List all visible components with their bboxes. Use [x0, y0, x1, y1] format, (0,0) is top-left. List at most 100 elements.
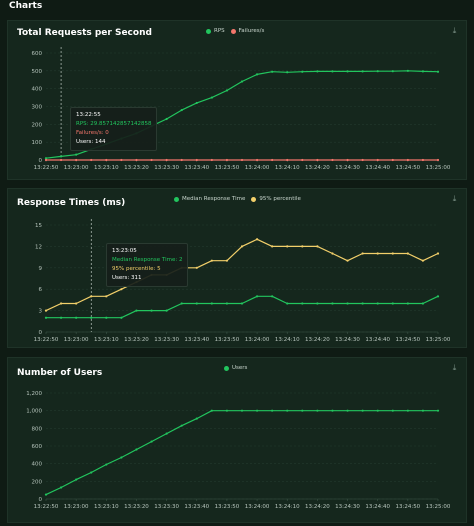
legend-dot-p95 — [251, 196, 257, 202]
y-tick-label: 200 — [32, 479, 43, 485]
legend-dot-failures — [230, 28, 236, 34]
data-point — [271, 158, 274, 162]
data-point — [346, 158, 349, 162]
x-tick-label: 13:23:20 — [124, 165, 149, 171]
data-point — [301, 409, 304, 412]
legend-item-median[interactable]: Median Response Time — [174, 196, 245, 202]
legend-item-rps[interactable]: RPS — [206, 28, 225, 34]
data-point — [331, 70, 334, 73]
legend-item-p95[interactable]: 95% percentile — [251, 196, 301, 202]
y-tick-label: 1,200 — [26, 391, 42, 397]
data-point — [421, 158, 425, 162]
legend-label: RPS — [214, 28, 225, 34]
data-point — [44, 157, 48, 160]
response-times-line-chart[interactable]: 0 3 6 9 12 15 13:22:50 13:23:00 13:23:10 13:23:20… — [8, 189, 468, 349]
data-point — [436, 70, 440, 73]
y-tick-label: 400 — [32, 87, 43, 93]
data-point — [286, 409, 289, 412]
data-point — [331, 409, 334, 412]
data-point — [120, 158, 123, 162]
download-icon[interactable]: ⤓ — [452, 194, 457, 203]
data-point — [391, 409, 394, 412]
data-point — [90, 471, 93, 474]
y-tick-label: 600 — [32, 444, 43, 450]
y-tick-label: 1,000 — [26, 409, 42, 415]
tooltip-failures: Failures/s: 0 — [76, 130, 109, 136]
data-point — [346, 70, 349, 73]
y-tick-label: 300 — [32, 105, 43, 111]
x-tick-label: 13:23:00 — [64, 165, 89, 171]
y-tick-label: 400 — [32, 462, 43, 468]
data-point — [225, 302, 229, 305]
y-tick-label: 200 — [32, 122, 43, 128]
x-tick-label: 13:24:20 — [305, 165, 330, 171]
y-tick-label: 800 — [32, 426, 43, 432]
data-point — [301, 70, 304, 73]
data-point — [346, 259, 349, 262]
data-point — [376, 409, 379, 412]
data-point — [255, 295, 259, 298]
data-point — [44, 316, 48, 319]
x-tick-label: 13:25:00 — [426, 504, 451, 510]
y-tick-label: 9 — [39, 266, 43, 272]
data-point — [195, 158, 198, 162]
data-point — [180, 108, 183, 112]
data-point — [271, 245, 274, 248]
x-tick-label: 13:23:50 — [215, 165, 240, 171]
legend-dot-median — [174, 196, 179, 202]
x-tick-label: 13:23:20 — [124, 337, 149, 343]
x-tick-label: 13:24:30 — [335, 165, 360, 171]
x-tick-label: 13:23:40 — [184, 165, 209, 171]
data-point — [120, 456, 123, 459]
data-point — [180, 158, 183, 162]
x-tick-label: 13:23:10 — [94, 337, 119, 343]
x-tick-label: 13:24:00 — [245, 165, 270, 171]
data-point — [436, 409, 440, 412]
data-point — [391, 302, 394, 305]
data-point — [255, 409, 259, 412]
download-icon[interactable]: ⤓ — [452, 363, 457, 372]
charts-header: Charts — [0, 0, 474, 16]
data-point — [195, 417, 198, 420]
data-point — [210, 158, 213, 162]
data-point — [180, 424, 183, 427]
response-times-chart-panel: Response Times (ms) ⤓ Median Response Ti… — [7, 188, 467, 348]
y-tick-label: 100 — [32, 140, 43, 146]
x-tick-label: 13:24:40 — [365, 504, 390, 510]
data-point — [90, 158, 93, 162]
x-tick-label: 13:23:00 — [64, 337, 89, 343]
x-tick-label: 13:24:40 — [365, 337, 390, 343]
data-point — [195, 266, 198, 269]
data-point — [75, 302, 78, 305]
chart-title: Number of Users — [17, 368, 103, 378]
data-point — [361, 158, 364, 162]
data-point — [59, 302, 63, 305]
chart-legend: Median Response Time 95% percentile — [174, 194, 301, 204]
data-point — [421, 70, 425, 73]
data-point — [44, 493, 48, 496]
download-icon[interactable]: ⤓ — [452, 26, 457, 35]
series-line-95-percentile — [45, 238, 439, 312]
x-tick-label: 13:23:10 — [94, 165, 119, 171]
legend-item-users[interactable]: Users — [224, 365, 247, 371]
x-tick-label: 13:24:50 — [395, 165, 420, 171]
data-point — [180, 302, 183, 305]
series-line-median-response-time — [46, 295, 439, 319]
data-point — [75, 153, 78, 156]
legend-item-failures[interactable]: Failures/s — [230, 28, 264, 34]
tooltip-rps: RPS: 29.857142857142858 — [76, 121, 152, 127]
data-point — [225, 409, 229, 412]
data-point — [406, 409, 409, 412]
x-tick-label: 13:23:10 — [94, 504, 119, 510]
data-point — [255, 238, 259, 241]
data-point — [105, 463, 108, 466]
rps-line-chart[interactable]: 0 100 200 300 400 500 600 13:22:50 13:23:00 13:23… — [8, 21, 468, 181]
data-point — [120, 288, 123, 291]
data-point — [436, 252, 440, 255]
data-point — [195, 101, 198, 105]
data-point — [225, 89, 229, 92]
x-tick-label: 13:23:40 — [184, 504, 209, 510]
data-point — [376, 302, 379, 305]
users-line-chart[interactable]: 0 200 400 600 800 1,000 1,200 13:22:50 13:23:00 1… — [8, 358, 468, 524]
data-point — [421, 409, 425, 412]
